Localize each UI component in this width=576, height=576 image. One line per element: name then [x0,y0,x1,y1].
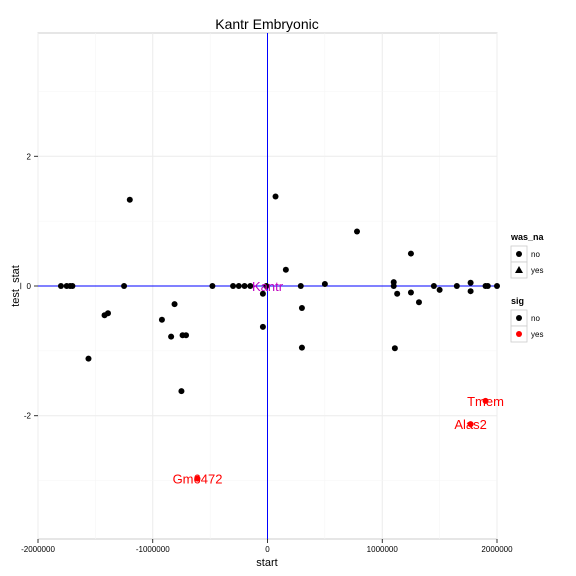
legend-item-label: yes [531,266,543,275]
data-point [437,287,443,293]
data-point [392,345,398,351]
data-point [485,283,491,289]
data-point [58,283,64,289]
legend-item-label: yes [531,330,543,339]
data-point [85,356,91,362]
legend-circle-symbol [516,331,522,337]
y-axis-ticks: -2 0 2 [24,152,38,420]
data-point [494,283,500,289]
chart-title: Kantr Embryonic [215,16,318,32]
data-point [431,283,437,289]
data-point [183,332,189,338]
legend-circle-symbol [516,251,522,257]
data-point [69,283,75,289]
data-point [454,283,460,289]
data-point [236,283,242,289]
x-tick-label: -2000000 [21,545,55,554]
point-label-alas2: Alas2 [454,417,487,432]
point-label-tmem: Tmem [467,394,504,409]
y-tick-label: -2 [24,412,32,421]
data-point [209,283,215,289]
legend-title-sig: sig [511,296,524,306]
data-point [394,291,400,297]
data-point [168,334,174,340]
data-point [159,317,165,323]
y-tick-label: 0 [27,282,32,291]
data-point [299,305,305,311]
x-axis-ticks: -2000000 -1000000 0 1000000 2000000 [21,539,513,554]
data-point [298,283,304,289]
data-point [172,301,178,307]
data-point [105,310,111,316]
data-point [230,283,236,289]
data-point [322,281,328,287]
data-point [391,283,397,289]
x-tick-label: -1000000 [136,545,170,554]
data-point [178,388,184,394]
data-point [468,288,474,294]
point-label-gm6472: Gm6472 [173,472,223,487]
x-axis-label: start [256,557,277,569]
legend-circle-symbol [516,315,522,321]
data-point [121,283,127,289]
y-axis-label: test_stat [10,265,22,307]
data-point [408,251,414,257]
data-point [468,280,474,286]
data-point [283,267,289,273]
data-point [416,299,422,305]
legend-item-label: no [531,314,540,323]
x-tick-label: 1000000 [367,545,399,554]
x-tick-label: 2000000 [481,545,513,554]
legend-item-label: no [531,250,540,259]
plot-panel: Kantr Gm6472 Alas2 Tmem [38,33,504,539]
data-point [354,229,360,235]
data-point [408,289,414,295]
y-tick-label: 2 [27,152,32,161]
legend-title-was-na: was_na [510,232,545,242]
point-label-kantr: Kantr [252,279,284,294]
data-point [273,193,279,199]
data-point [242,283,248,289]
data-point [127,197,133,203]
data-point [260,324,266,330]
x-tick-label: 0 [265,545,270,554]
data-point [299,345,305,351]
